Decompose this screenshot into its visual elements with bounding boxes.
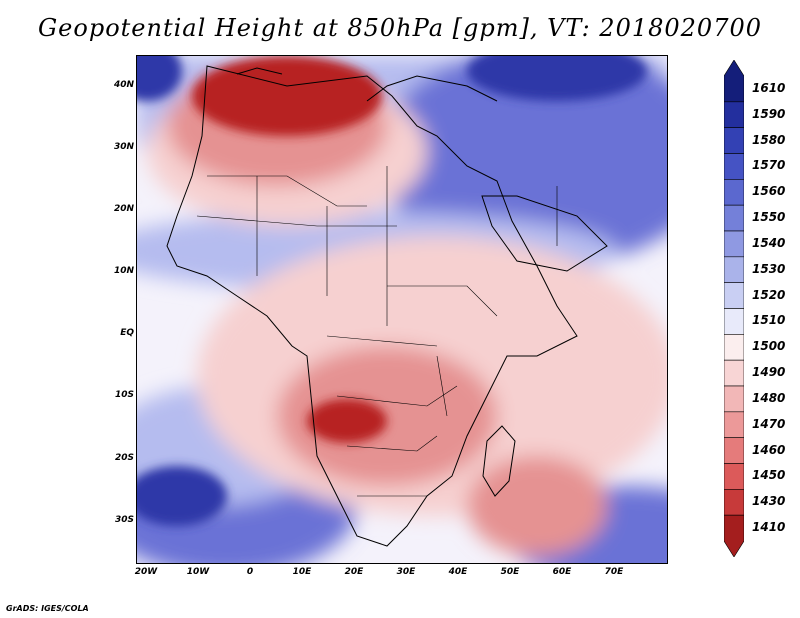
colorbar-label: 1490 — [752, 365, 786, 380]
country-borders — [196, 166, 558, 497]
lon-tick-label: 0 — [246, 567, 254, 577]
chart-title: Geopotential Height at 850hPa [gpm], VT:… — [38, 14, 762, 42]
colorbar-label: 1570 — [752, 158, 786, 173]
colorbar-swatch — [724, 101, 744, 128]
colorbar-label: 1590 — [752, 106, 786, 121]
colorbar-swatch — [724, 127, 744, 154]
credit-text: GrADS: IGES/COLA — [6, 604, 89, 613]
lat-tick-label: 40N — [113, 80, 134, 90]
lon-tick-label: 10E — [292, 567, 312, 577]
geopotential-field — [137, 56, 667, 563]
lat-tick-label: 10S — [114, 390, 134, 400]
colorbar-label: 1500 — [752, 339, 786, 354]
lat-tick-label: 20S — [114, 453, 134, 463]
colorbar-swatch — [724, 463, 744, 490]
colorbar-label: 1550 — [752, 210, 786, 225]
colorbar-swatch — [724, 153, 744, 180]
lon-tick-label: 20E — [344, 567, 364, 577]
colorbar-swatch — [724, 308, 744, 335]
colorbar-swatch — [724, 179, 744, 206]
colorbar-swatch — [724, 437, 744, 464]
colorbar-label: 1430 — [752, 494, 786, 509]
colorbar — [724, 60, 744, 557]
colorbar-label: 1540 — [752, 235, 786, 250]
colorbar-label: 1580 — [752, 132, 786, 147]
lon-tick-label: 70E — [604, 567, 624, 577]
lon-tick-label: 20W — [134, 567, 158, 577]
colorbar-swatch — [724, 334, 744, 361]
colorbar-swatch — [724, 204, 744, 232]
colorbar-swatch — [724, 489, 744, 516]
lat-tick-label: 20N — [113, 204, 134, 214]
lon-tick-label: 60E — [552, 567, 572, 577]
colorbar-swatch — [724, 60, 744, 103]
colorbar-label: 1410 — [752, 520, 786, 535]
lon-tick-label: 50E — [500, 567, 520, 577]
colorbar-swatch — [724, 514, 744, 557]
colorbar-label: 1510 — [752, 313, 786, 328]
colorbar-label: 1480 — [752, 390, 786, 405]
colorbar-label: 1520 — [752, 287, 786, 302]
colorbar-label: 1610 — [752, 80, 786, 95]
lon-tick-label: 40E — [448, 567, 468, 577]
lat-tick-label: 30S — [114, 515, 134, 525]
colorbar-label: 1460 — [752, 442, 786, 457]
colorbar-swatch — [724, 282, 744, 309]
colorbar-swatch — [724, 385, 744, 413]
lat-tick-label: EQ — [120, 328, 134, 338]
colorbar-swatch — [724, 230, 744, 258]
map-area — [136, 55, 668, 564]
colorbar-swatch — [724, 256, 744, 283]
colorbar-swatch — [724, 411, 744, 438]
lon-tick-label: 10W — [186, 567, 210, 577]
lat-tick-label: 10N — [113, 266, 134, 276]
lat-tick-label: 30N — [113, 142, 134, 152]
colorbar-label: 1470 — [752, 416, 786, 431]
colorbar-label: 1530 — [752, 261, 786, 276]
colorbar-label: 1560 — [752, 184, 786, 199]
lon-tick-label: 30E — [396, 567, 416, 577]
colorbar-swatch — [724, 359, 744, 387]
colorbar-label: 1450 — [752, 468, 786, 483]
